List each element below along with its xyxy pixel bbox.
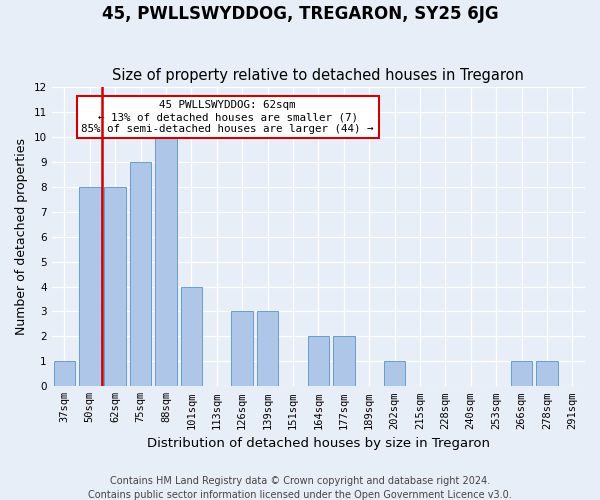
Bar [130, 162, 151, 386]
Title: Size of property relative to detached houses in Tregaron: Size of property relative to detached ho… [112, 68, 524, 83]
Text: Contains HM Land Registry data © Crown copyright and database right 2024.
Contai: Contains HM Land Registry data © Crown c… [88, 476, 512, 500]
Bar [104, 186, 126, 386]
Bar [333, 336, 355, 386]
X-axis label: Distribution of detached houses by size in Tregaron: Distribution of detached houses by size … [147, 437, 490, 450]
Bar [155, 137, 177, 386]
Bar [181, 286, 202, 386]
Bar [257, 312, 278, 386]
Text: 45, PWLLSWYDDOG, TREGARON, SY25 6JG: 45, PWLLSWYDDOG, TREGARON, SY25 6JG [101, 5, 499, 23]
Y-axis label: Number of detached properties: Number of detached properties [15, 138, 28, 335]
Bar [536, 362, 557, 386]
Text: 45 PWLLSWYDDOG: 62sqm
← 13% of detached houses are smaller (7)
85% of semi-detac: 45 PWLLSWYDDOG: 62sqm ← 13% of detached … [82, 100, 374, 134]
Bar [79, 186, 101, 386]
Bar [308, 336, 329, 386]
Bar [53, 362, 75, 386]
Bar [511, 362, 532, 386]
Bar [232, 312, 253, 386]
Bar [384, 362, 406, 386]
